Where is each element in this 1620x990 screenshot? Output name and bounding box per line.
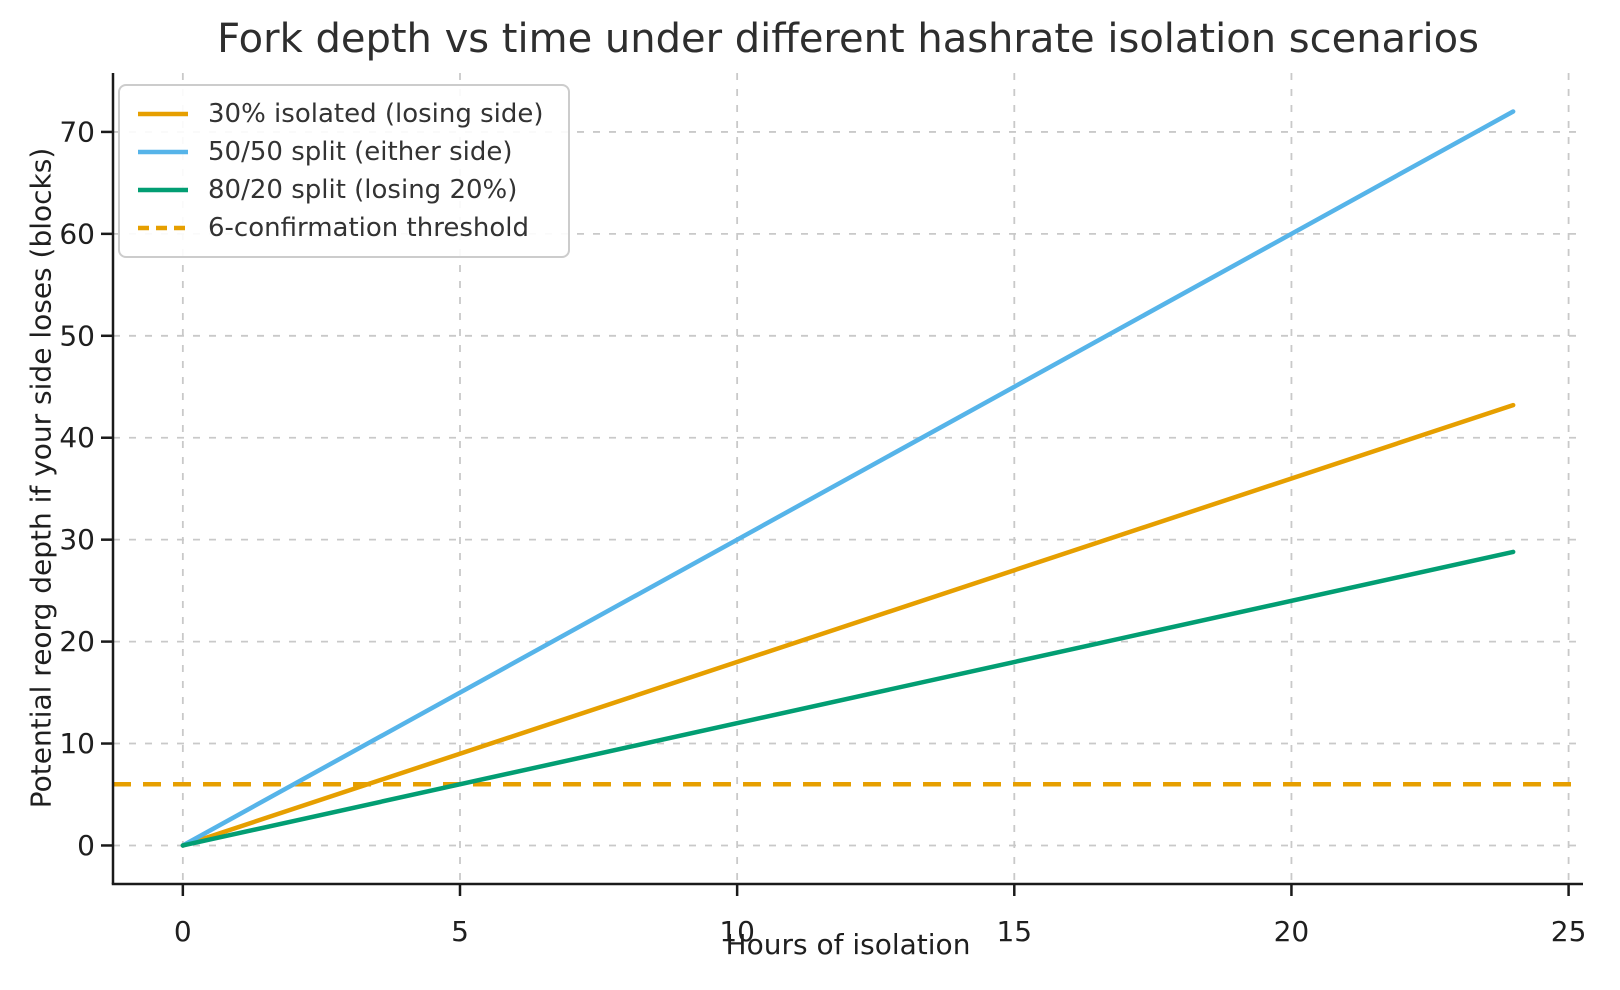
legend-item-label: 80/20 split (losing 20%)	[208, 175, 518, 205]
x-tick-label: 10	[719, 915, 755, 948]
legend-item: 50/50 split (either side)	[136, 133, 544, 171]
x-tick-label: 0	[174, 915, 192, 948]
y-tick-label: 0	[77, 829, 95, 862]
x-tick-label: 15	[996, 915, 1032, 948]
x-tick-label: 20	[1274, 915, 1310, 948]
legend-item-label: 6-confirmation threshold	[208, 213, 529, 243]
y-tick-label: 50	[59, 319, 95, 352]
y-tick-label: 10	[59, 727, 95, 760]
series-line	[180, 402, 1516, 848]
y-axis-label: Potential reorg depth if your side loses…	[24, 147, 58, 809]
x-tick-label: 5	[451, 915, 469, 948]
legend: 30% isolated (losing side) 50/50 split (…	[118, 84, 570, 258]
y-tick-label: 70	[59, 115, 95, 148]
series-line	[180, 109, 1516, 848]
y-tick-label: 20	[59, 625, 95, 658]
x-tick-label: 25	[1551, 915, 1587, 948]
y-tick-label: 60	[59, 217, 95, 250]
legend-item: 80/20 split (losing 20%)	[136, 171, 544, 209]
y-tick-label: 30	[59, 523, 95, 556]
legend-item: 6-confirmation threshold	[136, 209, 544, 247]
legend-swatch-solid-line-icon	[138, 149, 188, 155]
y-tick-label: 40	[59, 421, 95, 454]
legend-item-label: 50/50 split (either side)	[208, 137, 513, 167]
legend-swatch-dashed-line-icon	[138, 225, 188, 231]
legend-item-label: 30% isolated (losing side)	[208, 99, 544, 129]
legend-item: 30% isolated (losing side)	[136, 95, 544, 133]
series-line	[180, 549, 1516, 848]
legend-swatch-solid-line-icon	[138, 187, 188, 193]
chart-title: Fork depth vs time under different hashr…	[217, 16, 1479, 62]
legend-swatch-solid-line-icon	[138, 111, 188, 117]
x-axis-label: Hours of isolation	[725, 928, 971, 961]
